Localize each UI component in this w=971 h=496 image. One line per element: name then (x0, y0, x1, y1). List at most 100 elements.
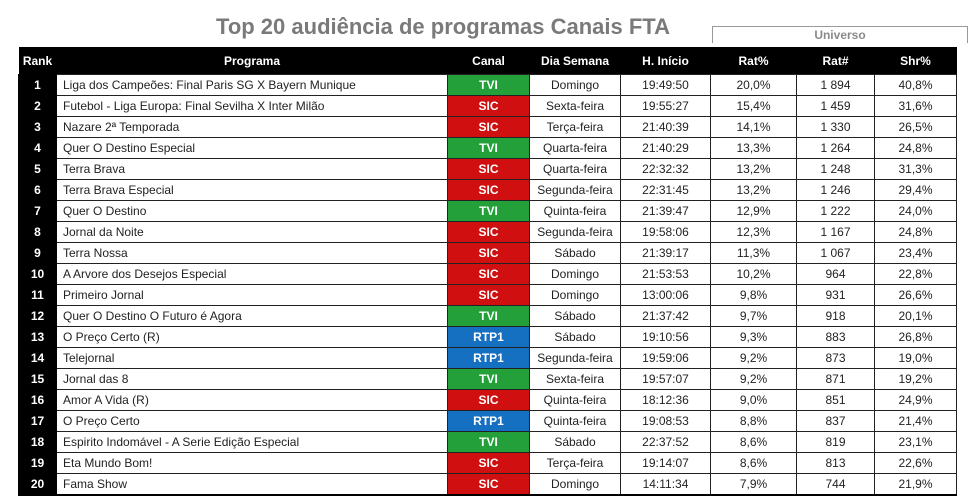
rank-cell: 7 (18, 200, 57, 222)
canal-cell: SIC (447, 116, 530, 138)
rank-cell: 11 (18, 284, 57, 306)
h-inicio-cell: 21:39:47 (620, 200, 711, 222)
programa-cell: Terra Brava (56, 158, 448, 180)
h-inicio-cell: 21:40:29 (620, 137, 711, 159)
rat-num-cell: 837 (796, 410, 875, 432)
shr-pct-cell: 19,0% (874, 347, 957, 369)
dia-semana-cell: Quarta-feira (529, 158, 621, 180)
canal-cell: RTP1 (447, 410, 530, 432)
programa-cell: Quer O Destino (56, 200, 448, 222)
canal-cell: SIC (447, 284, 530, 306)
column-header-programa: Programa (56, 47, 448, 75)
canal-cell: TVI (447, 305, 530, 327)
h-inicio-cell: 21:39:17 (620, 242, 711, 264)
canal-cell: SIC (447, 452, 530, 474)
column-header-rat-pct: Rat% (710, 47, 797, 75)
dia-semana-cell: Quinta-feira (529, 200, 621, 222)
shr-pct-cell: 31,6% (874, 95, 957, 117)
rat-num-cell: 1 222 (796, 200, 875, 222)
rat-pct-cell: 8,6% (710, 452, 797, 474)
table-body: 1 Liga dos Campeões: Final Paris SG X Bay… (18, 74, 957, 496)
programa-cell: Quer O Destino Especial (56, 137, 448, 159)
canal-cell: RTP1 (447, 347, 530, 369)
h-inicio-cell: 22:37:52 (620, 431, 711, 453)
rank-cell: 1 (18, 74, 57, 96)
table-header-row: Rank Programa Canal Dia Semana H. Início… (18, 47, 957, 75)
rank-cell: 10 (18, 263, 57, 285)
h-inicio-cell: 19:57:07 (620, 368, 711, 390)
canal-cell: SIC (447, 179, 530, 201)
rank-cell: 6 (18, 179, 57, 201)
dia-semana-cell: Quarta-feira (529, 137, 621, 159)
rank-cell: 2 (18, 95, 57, 117)
programa-cell: Amor A Vida (R) (56, 389, 448, 411)
h-inicio-cell: 19:49:50 (620, 74, 711, 96)
rat-pct-cell: 9,8% (710, 284, 797, 306)
shr-pct-cell: 20,1% (874, 305, 957, 327)
dia-semana-cell: Domingo (529, 284, 621, 306)
rat-num-cell: 873 (796, 347, 875, 369)
dia-semana-cell: Terça-feira (529, 452, 621, 474)
table-row: 17 O Preço Certo RTP1 Quinta-feira 19:08:53 8… (18, 410, 957, 432)
shr-pct-cell: 21,4% (874, 410, 957, 432)
shr-pct-cell: 31,3% (874, 158, 957, 180)
programa-cell: Quer O Destino O Futuro é Agora (56, 305, 448, 327)
dia-semana-cell: Domingo (529, 263, 621, 285)
column-header-h-inicio: H. Início (620, 47, 711, 75)
dia-semana-cell: Terça-feira (529, 116, 621, 138)
rank-cell: 9 (18, 242, 57, 264)
dia-semana-cell: Sexta-feira (529, 95, 621, 117)
table-row: 1 Liga dos Campeões: Final Paris SG X Bay… (18, 74, 957, 96)
shr-pct-cell: 26,5% (874, 116, 957, 138)
canal-cell: TVI (447, 137, 530, 159)
rat-pct-cell: 9,2% (710, 368, 797, 390)
table-row: 6 Terra Brava Especial SIC Segunda-feira 22:… (18, 179, 957, 201)
programa-cell: Terra Nossa (56, 242, 448, 264)
rat-num-cell: 851 (796, 389, 875, 411)
canal-cell: TVI (447, 74, 530, 96)
shr-pct-cell: 24,9% (874, 389, 957, 411)
h-inicio-cell: 21:53:53 (620, 263, 711, 285)
page-title: Top 20 audiência de programas Canais FTA (216, 14, 670, 39)
rat-pct-cell: 7,9% (710, 473, 797, 496)
shr-pct-cell: 26,8% (874, 326, 957, 348)
table-row: 15 Jornal das 8 TVI Sexta-feira 19:57:07 9,2%… (18, 368, 957, 390)
rat-pct-cell: 8,8% (710, 410, 797, 432)
programa-cell: Liga dos Campeões: Final Paris SG X Baye… (56, 74, 448, 96)
dia-semana-cell: Quinta-feira (529, 410, 621, 432)
rat-pct-cell: 9,7% (710, 305, 797, 327)
programa-cell: Nazare 2ª Temporada (56, 116, 448, 138)
universo-label: Universo (712, 26, 968, 43)
shr-pct-cell: 22,6% (874, 452, 957, 474)
h-inicio-cell: 14:11:34 (620, 473, 711, 496)
canal-cell: SIC (447, 158, 530, 180)
table-row: 9 Terra Nossa SIC Sábado 21:39:17 11,3% 1 067 2… (18, 242, 957, 264)
rank-cell: 8 (18, 221, 57, 243)
rat-pct-cell: 9,0% (710, 389, 797, 411)
table-row: 12 Quer O Destino O Futuro é Agora TVI Sába… (18, 305, 957, 327)
h-inicio-cell: 19:08:53 (620, 410, 711, 432)
rat-num-cell: 813 (796, 452, 875, 474)
table-row: 4 Quer O Destino Especial TVI Quarta-feira 2… (18, 137, 957, 159)
programa-cell: Eta Mundo Bom! (56, 452, 448, 474)
dia-semana-cell: Sábado (529, 326, 621, 348)
table-row: 20 Fama Show SIC Domingo 14:11:34 7,9% 744 21,9… (18, 473, 957, 496)
canal-cell: SIC (447, 389, 530, 411)
dia-semana-cell: Sábado (529, 431, 621, 453)
rank-cell: 20 (18, 473, 57, 496)
rat-pct-cell: 12,3% (710, 221, 797, 243)
shr-pct-cell: 19,2% (874, 368, 957, 390)
h-inicio-cell: 19:14:07 (620, 452, 711, 474)
h-inicio-cell: 18:12:36 (620, 389, 711, 411)
column-header-rank: Rank (18, 47, 57, 75)
h-inicio-cell: 22:32:32 (620, 158, 711, 180)
rank-cell: 15 (18, 368, 57, 390)
h-inicio-cell: 21:37:42 (620, 305, 711, 327)
table-row: 10 A Arvore dos Desejos Especial SIC Doming… (18, 263, 957, 285)
table-row: 2 Futebol - Liga Europa: Final Sevilha X … (18, 95, 957, 117)
canal-cell: SIC (447, 221, 530, 243)
rat-num-cell: 1 248 (796, 158, 875, 180)
rat-num-cell: 1 246 (796, 179, 875, 201)
shr-pct-cell: 24,8% (874, 137, 957, 159)
programa-cell: A Arvore dos Desejos Especial (56, 263, 448, 285)
